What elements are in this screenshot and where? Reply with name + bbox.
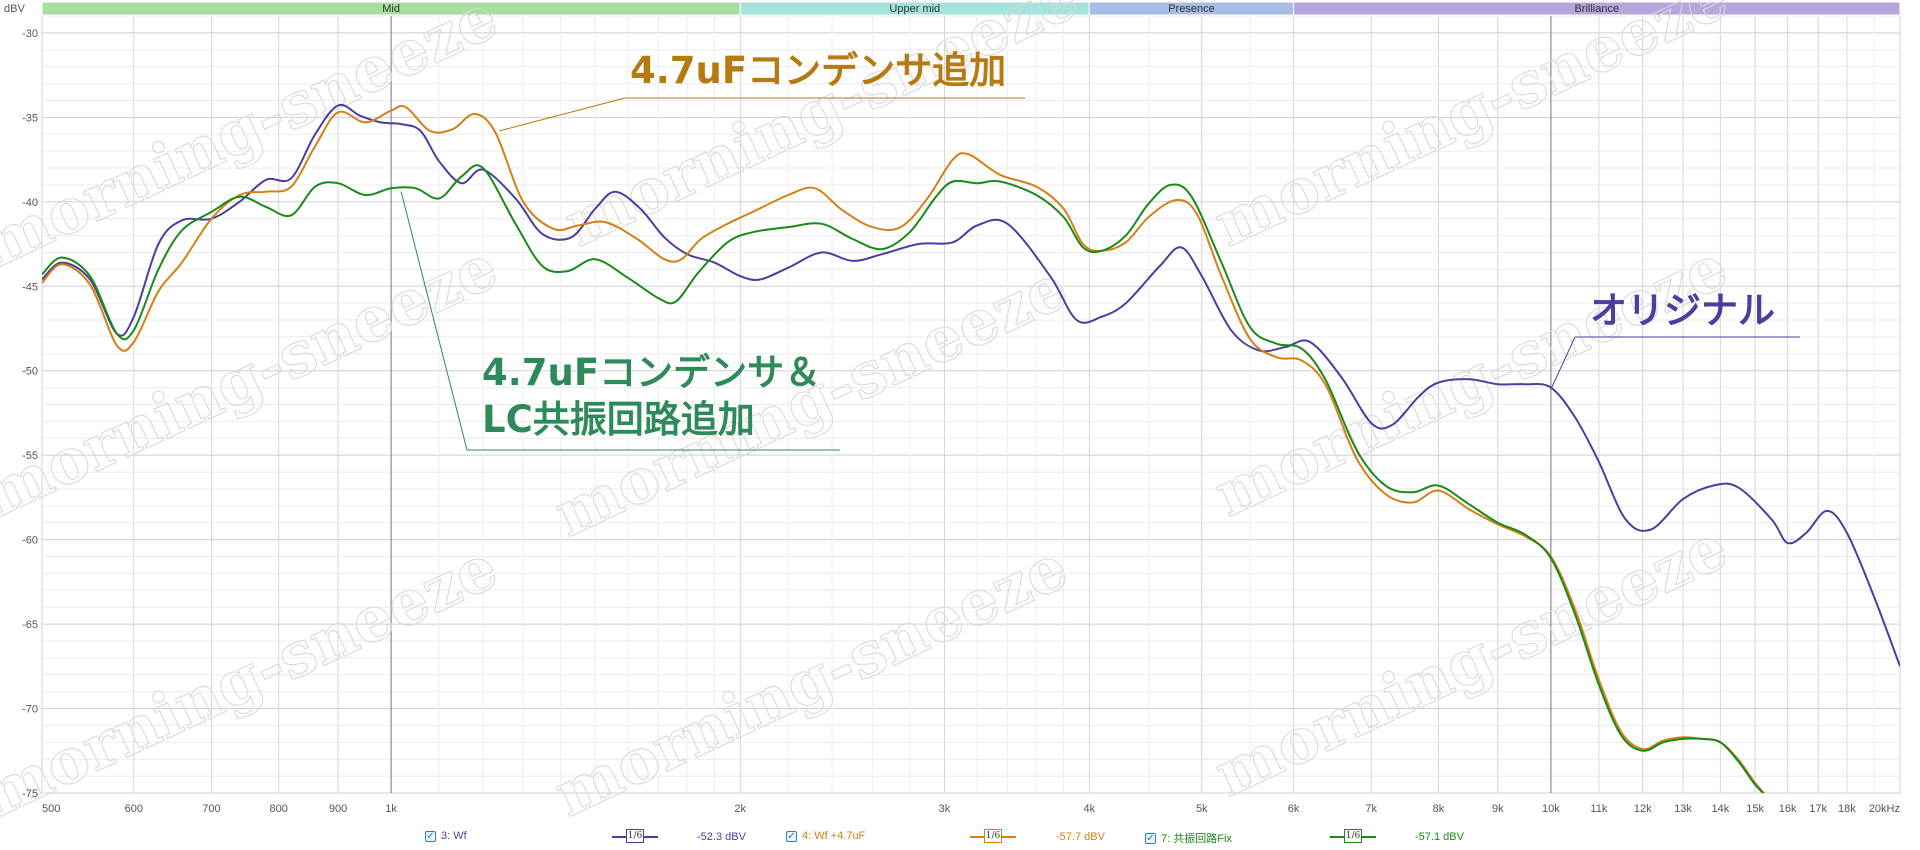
x-tick-label: 15k [1746,803,1764,815]
legend-item-resonance-fix[interactable]: ✓ 7: 共振回路Fix [1145,830,1232,846]
legend-level: -57.1 dBV [1415,831,1464,843]
x-tick-label: 11k [1590,803,1607,815]
x-tick-label: 10k [1542,803,1560,815]
x-tick-label: 500 [42,803,60,815]
y-tick-label: -40 [22,197,38,209]
annotations: オリジナル 4.7uFコンデンサ追加 4.7uFコンデンサ＆LC共振回路追加 [400,49,1800,451]
series-line-3 [42,164,1765,793]
x-tick-label: 600 [125,803,143,815]
band-label: Upper mid [889,3,940,15]
y-tick-label: -75 [22,788,38,800]
y-tick-label: -55 [22,450,38,462]
annotation-leader [499,97,626,132]
x-tick-label: 18k [1838,803,1856,815]
series-lines [42,103,1900,793]
x-tick-label: 900 [329,803,347,815]
y-tick-label: -65 [22,619,38,631]
legend-bar: ✓ 3: Wf 1/6 -52.3 dBV ✓ 4: Wf +4.7uF 1/6… [0,826,1920,850]
legend-item-wf[interactable]: ✓ 3: Wf [425,830,467,842]
checkbox-icon[interactable]: ✓ [425,830,436,842]
x-tick-label: 9k [1492,803,1504,815]
x-tick-label: 20kHz [1869,803,1900,815]
x-tick-label: 1k [385,803,397,815]
smoothing-selector[interactable]: 1/6 [612,829,658,843]
y-tick-label: -35 [22,112,38,124]
annotation-text: 4.7uFコンデンサ＆ [482,351,821,394]
x-tick-label: 16k [1779,803,1797,815]
legend-level: -57.7 dBV [1056,831,1105,843]
annotation-text: オリジナル [1590,289,1775,332]
smoothing-selector[interactable]: 1/6 [1330,829,1376,843]
annotation-text: 4.7uFコンデンサ追加 [630,49,1006,92]
grid [41,15,1901,794]
band-label: Mid [382,3,400,15]
legend-level: -52.3 dBV [697,831,746,843]
annotation-text: LC共振回路追加 [482,398,755,441]
x-tick-label: 2k [734,803,746,815]
legend-label: 4: Wf +4.7uF [802,830,866,842]
y-tick-label: -50 [22,366,38,378]
y-unit-label: dBV [4,3,25,15]
frequency-bands: Mid Upper mid Presence Brilliance [41,1,1901,16]
band-brilliance [1293,1,1901,16]
x-tick-label: 5k [1196,803,1208,815]
smoothing-label: 1/6 [1344,829,1362,843]
y-tick-label: -60 [22,535,38,547]
annotation-leader [400,191,468,451]
x-tick-label: 800 [270,803,288,815]
smoothing-selector[interactable]: 1/6 [970,829,1016,843]
legend-label: 3: Wf [441,830,467,842]
x-tick-label: 8k [1433,803,1445,815]
y-tick-label: -30 [22,28,38,40]
x-tick-label: 13k [1674,803,1692,815]
band-label: Presence [1168,3,1214,15]
x-tick-label: 700 [202,803,220,815]
axes: dBV -30 -35 -40 -45 -50 -55 -60 -65 -70 -75 500 600 7… [4,3,1900,815]
smoothing-label: 1/6 [626,829,644,843]
x-tick-label: 17k [1809,803,1827,815]
checkbox-icon[interactable]: ✓ [786,830,797,842]
legend-item-wf-4-7uf[interactable]: ✓ 4: Wf +4.7uF [786,830,865,842]
band-label: Brilliance [1574,3,1619,15]
smoothing-label: 1/6 [984,829,1002,843]
checkbox-icon[interactable]: ✓ [1145,832,1156,844]
frequency-response-chart: Mid Upper mid Presence Brilliance morning-s… [0,0,1901,826]
legend-label: 7: 共振回路Fix [1161,833,1232,845]
y-tick-label: -70 [22,704,38,716]
series-line-1 [42,103,1900,667]
x-tick-label: 4k [1084,803,1096,815]
x-tick-label: 6k [1288,803,1300,815]
x-tick-label: 3k [939,803,951,815]
x-tick-label: 14k [1711,803,1729,815]
annotation-leader [1550,336,1576,390]
x-tick-label: 12k [1634,803,1652,815]
x-tick-label: 7k [1365,803,1377,815]
y-tick-label: -45 [22,281,38,293]
